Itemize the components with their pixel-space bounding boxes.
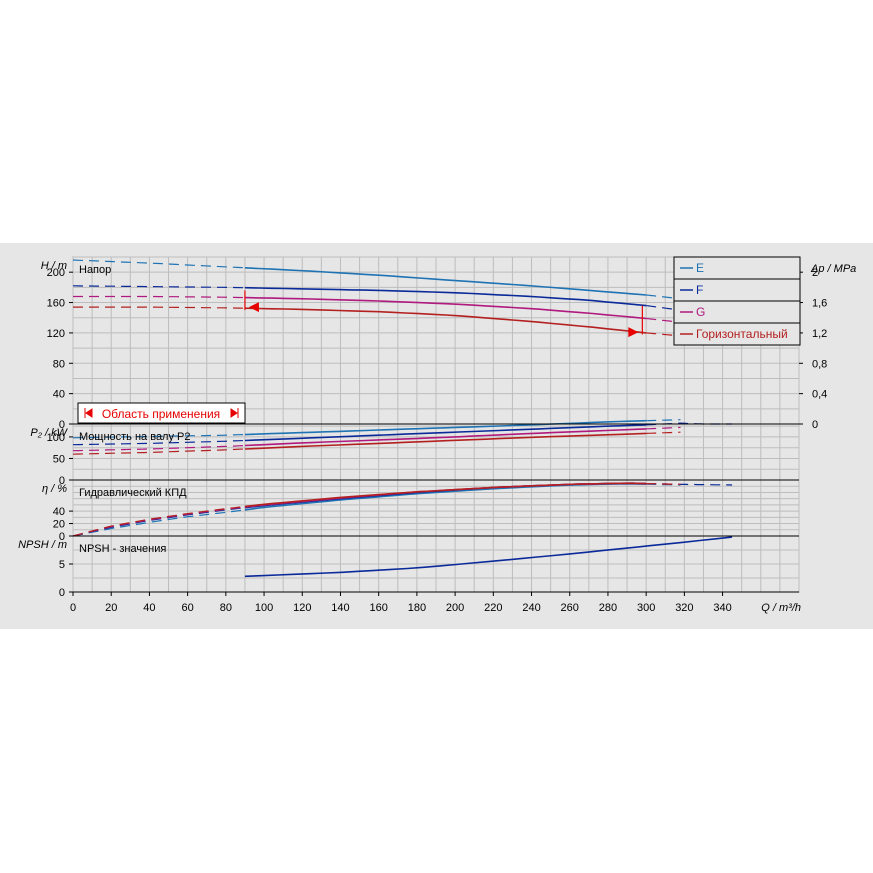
series-line-dashed [72,434,245,439]
panel-title: Гидравлический КПД [79,487,187,499]
x-tick-label: 280 [599,602,617,614]
x-tick-label: 260 [561,602,579,614]
y-right-tick-label: 0,4 [812,389,827,401]
y-tick-label: 0 [59,475,65,487]
x-tick-label: 220 [484,602,502,614]
series-line [244,536,733,578]
panel-title: Мощность на валу P2 [79,431,191,443]
y-right-tick-label: 1,6 [812,298,827,310]
x-tick-label: 100 [255,602,273,614]
series-line-dashed [73,295,245,299]
series-line-dashed [646,483,681,485]
series-line-dashed [646,483,733,486]
y-right-tick-label: 0 [812,419,818,431]
y-axis-label: P₂ / kW [30,427,68,439]
y-tick-label: 100 [47,432,65,444]
series-line [244,419,647,436]
series-line-dashed [646,419,681,422]
x-tick-label: 240 [522,602,540,614]
y-tick-label: 0 [59,587,65,599]
range-left-arrow [84,408,93,418]
y-tick-label: 40 [53,506,65,518]
y-axis-label: NPSH / m [18,539,67,551]
x-tick-label: 20 [105,602,117,614]
y-tick-label: 120 [47,328,65,340]
x-tick-label: 340 [713,602,731,614]
legend-label: Горизонтальный [696,327,788,341]
legend-label: E [696,261,704,275]
x-tick-label: 0 [70,602,76,614]
series-line-dashed [646,317,681,323]
series-line-dashed [646,294,681,300]
x-tick-label: 180 [408,602,426,614]
y-tick-label: 5 [59,559,65,571]
x-tick-label: 160 [370,602,388,614]
x-axis-label: Q / m³/h [761,602,801,614]
series-line-dashed [646,431,681,434]
series-line-dashed [72,444,245,452]
y-tick-label: 80 [53,358,65,370]
y-tick-label: 0 [59,419,65,431]
y-tick-label: 200 [47,267,65,279]
series-line-dashed [646,332,681,337]
x-tick-label: 120 [293,602,311,614]
duty-range-start-arrow [248,302,259,313]
x-tick-label: 140 [331,602,349,614]
range-label-box [77,402,246,424]
series-line-dashed [72,439,245,446]
series-line [244,432,647,450]
legend-item [673,322,801,346]
legend-label: G [696,305,705,319]
series-line [244,296,647,320]
y-axis-label: η / % [42,483,67,495]
series-line-dashed [72,448,245,455]
range-label-text: Область применения [102,407,220,421]
series-line [244,286,647,307]
y-tick-label: 160 [47,298,65,310]
x-tick-label: 300 [637,602,655,614]
series-line-dashed [646,426,681,430]
x-tick-label: 80 [220,602,232,614]
series-line [244,307,647,334]
y-tick-label: 40 [53,389,65,401]
range-right-arrow [230,408,239,418]
x-tick-label: 200 [446,602,464,614]
series-line-dashed [72,505,245,537]
series-line [244,267,647,296]
legend-label: F [696,283,703,297]
x-tick-label: 60 [182,602,194,614]
series-line-dashed [72,285,245,289]
panel-title: Напор [79,264,111,276]
y-tick-label: 20 [53,519,65,531]
x-tick-label: 40 [143,602,155,614]
y-tick-label: 50 [53,453,65,465]
series-line [244,482,647,508]
panel-title: NPSH - значения [79,543,166,555]
y-tick-label: 0 [59,531,65,543]
series-line-dashed [72,509,245,537]
series-line [244,424,647,442]
series-line-dashed [73,306,245,309]
series-line [244,428,647,447]
y-right-axis-label: Δp / MPa [810,263,856,275]
application-range-label: Область применения [77,402,246,424]
y-right-tick-label: 1,2 [812,328,827,340]
y-right-tick-label: 0,8 [812,358,827,370]
series-line-dashed [646,305,681,311]
y-axis-label: H / m [41,260,67,272]
y-right-tick-label: 2 [812,267,818,279]
legend: EFG Горизонтальный Область применения [77,256,801,424]
x-tick-label: 320 [675,602,693,614]
duty-range-end-arrow [628,327,639,338]
series-line-dashed [72,259,245,269]
